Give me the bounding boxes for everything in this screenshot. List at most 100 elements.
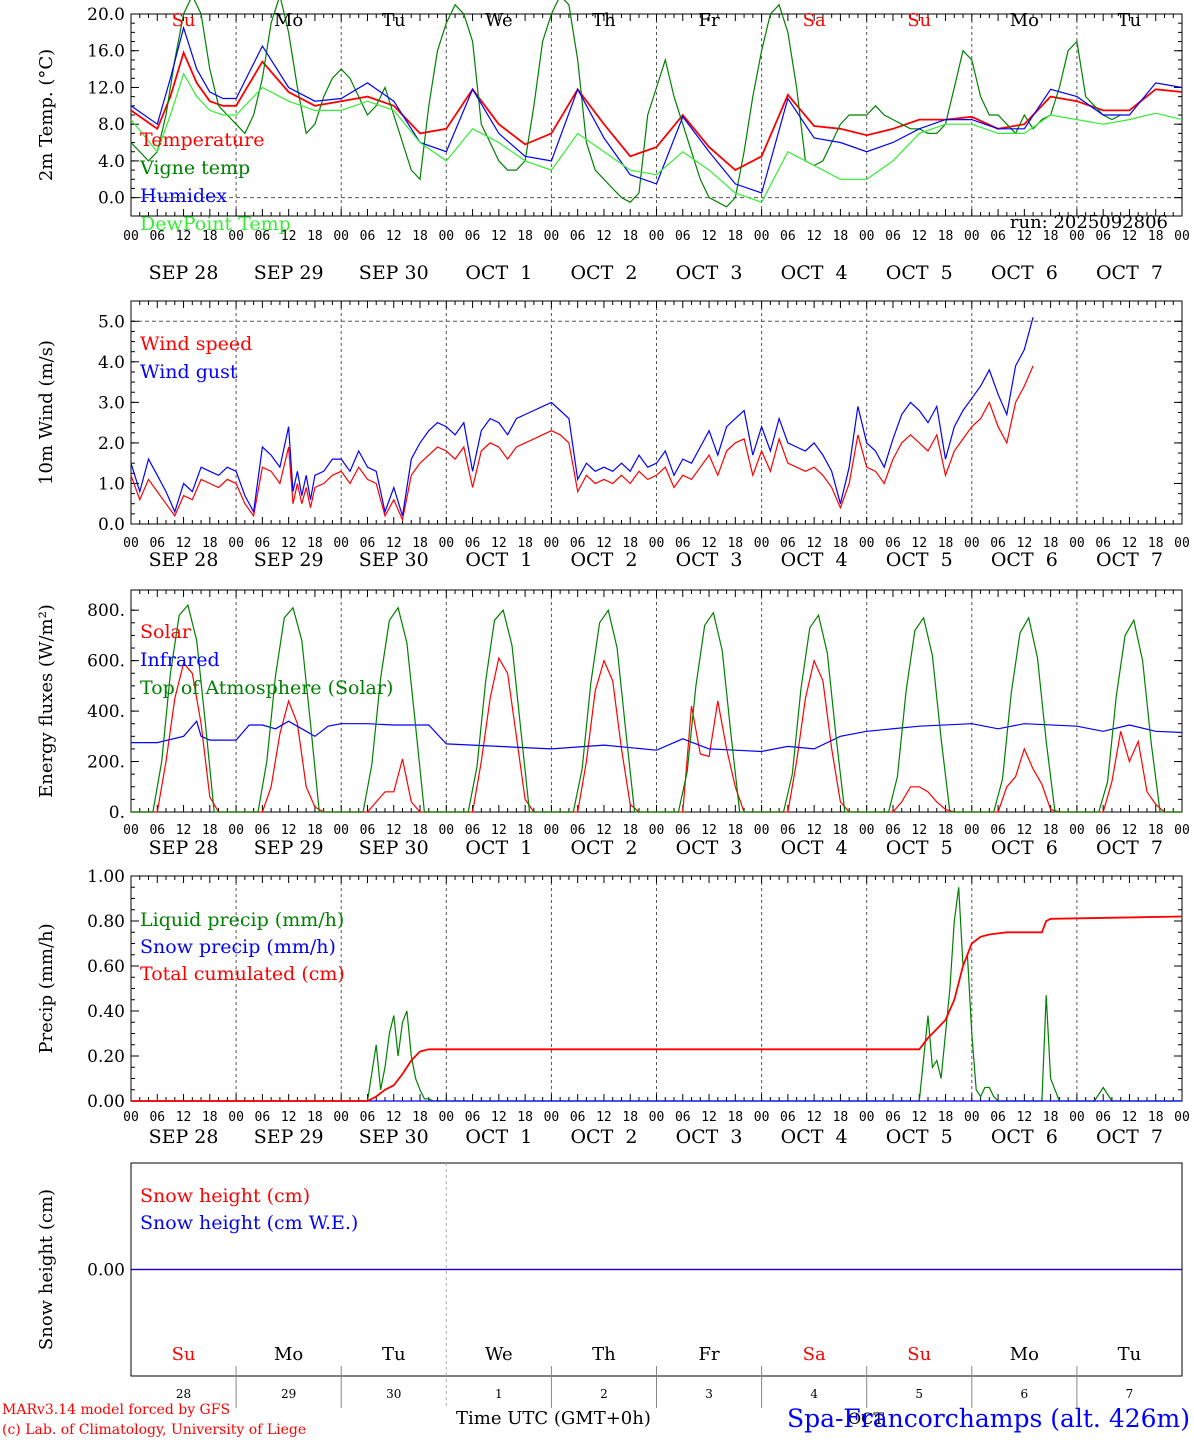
weekday-label: Fr xyxy=(699,10,720,31)
series-line-top-of-atmosphere-solar- xyxy=(131,603,1182,813)
x-hour-label: 00 xyxy=(859,1110,875,1125)
weekday-label: Mo xyxy=(1010,10,1039,31)
x-date-label: SEP 29 xyxy=(254,549,324,571)
x-hour-label: 00 xyxy=(649,823,665,838)
x-hour-label: 12 xyxy=(701,1110,717,1125)
x-hour-label: 06 xyxy=(149,1110,165,1125)
x-hour-label: 06 xyxy=(780,1110,796,1125)
x-hour-label: 12 xyxy=(386,536,402,551)
panel-snow: 0.00 Snow height (cm) Snow height (cm) Snow… xyxy=(36,1162,1183,1408)
x-hour-label: 18 xyxy=(833,536,849,551)
x-hour-label: 12 xyxy=(701,229,717,244)
x-hour-label: 18 xyxy=(622,536,638,551)
x-hour-label: 18 xyxy=(938,229,954,244)
y-tick-label: 800. xyxy=(87,601,125,621)
day-number-label: 5 xyxy=(915,1387,923,1401)
x-hour-label: 06 xyxy=(570,1110,586,1125)
x-hour-label: 00 xyxy=(438,536,454,551)
x-hour-label: 00 xyxy=(123,1110,139,1125)
x-hour-label: 12 xyxy=(596,536,612,551)
x-hour-label: 12 xyxy=(1017,229,1033,244)
x-hour-label: 00 xyxy=(123,536,139,551)
copyright: (c) Lab. of Climatology, University of L… xyxy=(2,1422,306,1438)
x-hour-label: 18 xyxy=(727,823,743,838)
x-hour-label: 00 xyxy=(1069,1110,1085,1125)
y-tick-label: 0.60 xyxy=(87,957,125,977)
legend-entry: Snow precip (mm/h) xyxy=(140,936,336,958)
x-hour-label: 18 xyxy=(938,823,954,838)
x-hour-label: 12 xyxy=(491,823,507,838)
x-hour-label: 12 xyxy=(386,1110,402,1125)
series-line-wind-speed xyxy=(130,365,1034,522)
x-hour-label: 06 xyxy=(990,229,1006,244)
x-hour-label: 18 xyxy=(307,536,323,551)
x-date-label: OCT 6 xyxy=(991,837,1058,859)
y-tick-label: 20.0 xyxy=(87,5,125,25)
weekday-label: Th xyxy=(592,10,616,31)
x-hour-label: 06 xyxy=(885,823,901,838)
legend-entry: Snow height (cm) xyxy=(140,1185,310,1207)
x-hour-label: 18 xyxy=(833,229,849,244)
x-date-label: OCT 7 xyxy=(1096,1126,1163,1148)
x-hour-label: 12 xyxy=(806,229,822,244)
x-hour-label: 00 xyxy=(754,229,770,244)
x-hour-label: 00 xyxy=(1069,536,1085,551)
x-hour-label: 12 xyxy=(176,229,192,244)
x-hour-label: 18 xyxy=(202,229,218,244)
y-tick-label: 12.0 xyxy=(87,78,125,98)
day-number-label: 30 xyxy=(386,1387,401,1401)
x-hour-label: 00 xyxy=(1174,823,1190,838)
x-date-label: OCT 4 xyxy=(781,1126,848,1148)
legend-entry: Total cumulated (cm) xyxy=(140,963,345,985)
x-hour-label: 12 xyxy=(386,229,402,244)
x-date-label: SEP 28 xyxy=(149,1126,219,1148)
weekday-label: Fr xyxy=(699,1344,720,1365)
plot-frame xyxy=(130,300,1183,525)
x-hour-label: 18 xyxy=(412,1110,428,1125)
x-hour-label: 18 xyxy=(202,536,218,551)
x-hour-label: 12 xyxy=(491,536,507,551)
panel-precip: 0.00 0.20 0.40 0.60 0.80 1.00 Precip (mm/h) Liq… xyxy=(36,867,1190,1148)
x-hour-label: 18 xyxy=(833,1110,849,1125)
x-hour-label: 06 xyxy=(570,536,586,551)
weekday-label: We xyxy=(485,1344,513,1365)
y-tick-label: 4.0 xyxy=(98,152,125,172)
x-date-label: SEP 30 xyxy=(359,549,429,571)
x-hour-label: 06 xyxy=(675,229,691,244)
x-hour-label: 00 xyxy=(754,1110,770,1125)
x-hour-label: 06 xyxy=(255,229,271,244)
day-number-label: 29 xyxy=(281,1387,296,1401)
y-tick-label: 1.0 xyxy=(98,474,125,494)
day-number-label: 7 xyxy=(1126,1387,1134,1401)
x-hour-label: 00 xyxy=(649,536,665,551)
y-tick-label: 0.20 xyxy=(87,1047,125,1067)
x-hour-label: 00 xyxy=(964,1110,980,1125)
x-hour-label: 00 xyxy=(544,823,560,838)
y-axis-label: Snow height (cm) xyxy=(36,1189,57,1350)
legend-entry: DewPoint Temp xyxy=(140,213,291,235)
y-tick-label: 2.0 xyxy=(98,434,125,454)
x-hour-label: 00 xyxy=(228,1110,244,1125)
x-hour-label: 00 xyxy=(1069,229,1085,244)
legend-entry: Humidex xyxy=(140,185,227,207)
x-hour-label: 12 xyxy=(1017,823,1033,838)
x-hour-label: 12 xyxy=(281,229,297,244)
x-hour-label: 12 xyxy=(1122,536,1138,551)
x-hour-label: 12 xyxy=(911,536,927,551)
x-hour-label: 00 xyxy=(123,229,139,244)
y-tick-label: 5.0 xyxy=(98,312,125,332)
x-date-label: SEP 29 xyxy=(254,837,324,859)
x-hour-label: 18 xyxy=(727,229,743,244)
weekday-label: Th xyxy=(592,1344,616,1365)
x-hour-label: 12 xyxy=(806,536,822,551)
x-hour-label: 18 xyxy=(1148,229,1164,244)
x-hour-label: 06 xyxy=(885,536,901,551)
x-hour-label: 12 xyxy=(701,536,717,551)
series-line-dewpoint-temp xyxy=(130,72,1183,203)
x-hour-label: 12 xyxy=(281,536,297,551)
x-hour-label: 18 xyxy=(412,229,428,244)
x-date-label: SEP 29 xyxy=(254,262,324,284)
weekday-label: Tu xyxy=(382,10,406,31)
x-hour-label: 06 xyxy=(885,229,901,244)
